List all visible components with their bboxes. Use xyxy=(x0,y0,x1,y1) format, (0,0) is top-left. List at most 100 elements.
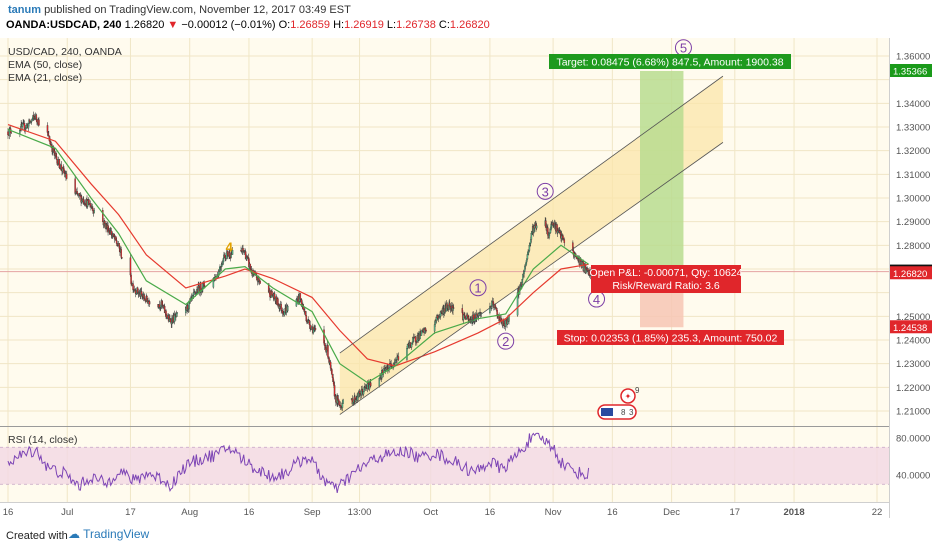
candle-body xyxy=(280,304,282,311)
target-zone[interactable] xyxy=(640,71,684,272)
wave-circle xyxy=(469,279,487,297)
legend-ema21[interactable]: EMA (21, close) xyxy=(8,72,82,84)
price-label: 1.35366 xyxy=(890,64,932,78)
rsi-axis[interactable]: 80.0000 40.0000 xyxy=(896,434,930,482)
time-tick: 17 xyxy=(730,507,741,518)
price-label: 1.26820 xyxy=(890,266,932,280)
price-tick: 1.30000 xyxy=(896,194,930,205)
candle-body xyxy=(140,291,143,295)
candle-body xyxy=(176,312,178,314)
brand-name: TradingView xyxy=(83,527,150,541)
event-count: 8 xyxy=(621,408,626,417)
pnl-box[interactable] xyxy=(591,265,741,293)
ema21-line xyxy=(7,128,589,384)
price-axis[interactable]: 1.36000 1.34000 1.33000 1.32000 1.31000 1.300… xyxy=(890,52,932,418)
candle xyxy=(314,325,317,332)
tradingview-logo[interactable]: ☁ TradingView xyxy=(68,527,149,541)
candle xyxy=(563,237,566,247)
candle-body xyxy=(7,131,9,136)
time-tick: Nov xyxy=(545,507,562,518)
high-value: 1.26919 xyxy=(344,19,384,31)
candle-body xyxy=(425,329,427,332)
candle xyxy=(65,171,68,180)
stop-label[interactable]: Stop: 0.02353 (1.85%) 235.3, Amount: 750… xyxy=(557,330,784,345)
candle-body xyxy=(93,210,95,214)
candle-body xyxy=(397,356,400,360)
price-label-text: 1.26820 xyxy=(893,269,927,280)
target-label[interactable]: Target: 0.08475 (6.68%) 847.5, Amount: 1… xyxy=(549,54,791,69)
candle-body xyxy=(563,239,566,243)
time-tick: Dec xyxy=(663,507,680,518)
time-tick: 16 xyxy=(485,507,496,518)
time-tick: Jul xyxy=(61,507,73,518)
candle xyxy=(425,328,427,333)
wave-label-1[interactable]: 1 xyxy=(469,279,487,297)
price-label-bg xyxy=(890,266,932,280)
time-tick: 16 xyxy=(3,507,14,518)
time-tick: 16 xyxy=(244,507,255,518)
candle-body xyxy=(165,310,167,315)
high-label: H: xyxy=(333,19,345,31)
main-pane-background xyxy=(0,38,889,426)
time-tick: 16 xyxy=(607,507,618,518)
price-tick: 1.24000 xyxy=(896,336,930,347)
legend: USD/CAD, 240, OANDA EMA (50, close) EMA … xyxy=(8,46,122,446)
target-label-text: Target: 0.08475 (6.68%) 847.5, Amount: 1… xyxy=(556,57,783,69)
candle-body xyxy=(369,382,372,387)
price-chart[interactable]: 1 2 3 4 5 4 Target: 0.08475 (6.68%) 847.5, Amo… xyxy=(0,38,932,518)
price-label: 1.24538 xyxy=(890,320,932,334)
price-tick: 1.36000 xyxy=(896,52,930,63)
candle xyxy=(148,299,151,307)
stop-label-bg xyxy=(557,330,784,345)
price-tick: 1.25000 xyxy=(896,312,930,323)
rsi-indicator xyxy=(0,432,889,493)
candle-body xyxy=(587,268,589,271)
price-label-text: 1.24538 xyxy=(893,323,927,334)
candle-body xyxy=(331,369,333,375)
candle-body xyxy=(10,132,13,134)
channel-fill[interactable] xyxy=(339,76,723,415)
channel-lower-line[interactable] xyxy=(339,142,724,415)
down-arrow-icon: ▼ xyxy=(167,19,179,31)
candle-body xyxy=(452,307,455,309)
publish-info: published on TradingView.com, November 1… xyxy=(44,4,351,16)
economic-events[interactable]: ✦9 8 3 xyxy=(597,386,640,420)
price-tick: 1.21000 xyxy=(896,407,930,418)
candle xyxy=(121,256,123,259)
last-price: 1.26820 xyxy=(124,19,165,31)
candles xyxy=(7,111,593,412)
time-axis[interactable]: 16 Jul 17 Aug 16 Sep 13:00 Oct 16 Nov 16 Dec 17 2018 2… xyxy=(3,507,883,518)
legend-rsi[interactable]: RSI (14, close) xyxy=(8,434,77,446)
risk-reward-text: Risk/Reward Ratio: 3.6 xyxy=(612,280,720,292)
event-count: 3 xyxy=(629,408,634,417)
open-label: O: xyxy=(278,19,291,31)
candle xyxy=(231,246,234,255)
candle xyxy=(452,303,455,310)
candle-body xyxy=(259,281,261,284)
wave-number: 3 xyxy=(542,184,549,199)
price-tick: 1.23000 xyxy=(896,359,930,370)
price-tick: 1.33000 xyxy=(896,123,930,134)
candle-body xyxy=(92,208,94,212)
target-label-bg xyxy=(549,54,791,69)
chart-footer: Created with ☁ TradingView xyxy=(0,522,932,550)
channel-upper-line[interactable] xyxy=(339,75,724,354)
symbol-name: OANDA:USDCAD, 240 xyxy=(6,19,122,31)
price-label-bg xyxy=(890,64,932,78)
close-label: C: xyxy=(438,19,450,31)
wave-label-3[interactable]: 3 xyxy=(536,182,554,200)
chart-header: tanum published on TradingView.com, Nove… xyxy=(0,0,932,36)
canada-flag-icon xyxy=(620,388,636,404)
candle-body xyxy=(58,159,61,168)
price-tick: 1.34000 xyxy=(896,99,930,110)
time-tick: 13:00 xyxy=(348,507,372,518)
wave-number: 2 xyxy=(502,334,509,349)
author-name[interactable]: tanum xyxy=(8,4,41,16)
legend-ema50[interactable]: EMA (50, close) xyxy=(8,59,82,71)
created-with-label: Created with xyxy=(6,530,68,542)
candle-body xyxy=(309,324,311,329)
candle-body xyxy=(342,399,344,404)
price-label-text: 1.35366 xyxy=(893,67,927,78)
wave-label-2[interactable]: 2 xyxy=(497,332,515,350)
wave-number: 4 xyxy=(593,292,600,307)
